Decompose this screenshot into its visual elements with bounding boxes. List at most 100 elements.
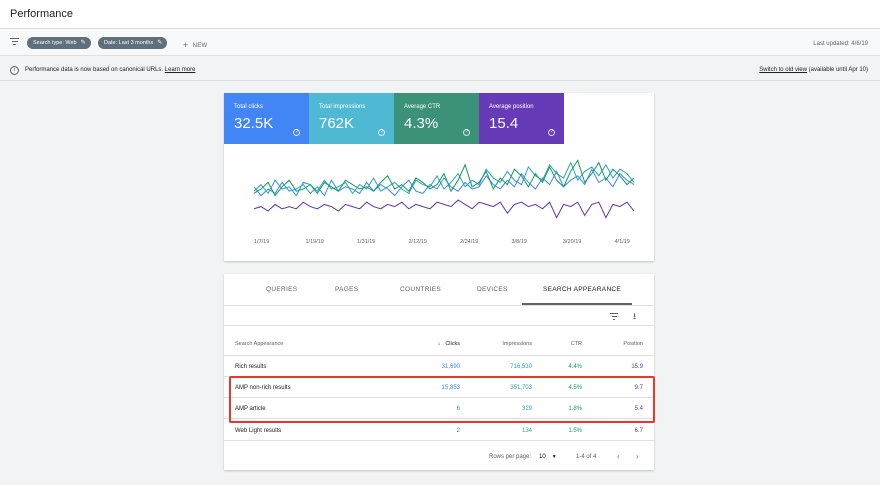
search-type-chip[interactable]: Search type: Web ✎ bbox=[27, 37, 91, 49]
rows-per-page-label: Rows per page: bbox=[489, 454, 532, 460]
help-icon[interactable]: ? bbox=[378, 129, 385, 136]
header-impressions[interactable]: Impressions bbox=[502, 341, 532, 347]
pencil-icon: ✎ bbox=[80, 40, 86, 46]
row-name: Rich results bbox=[235, 364, 267, 370]
tab-queries[interactable]: QUERIES bbox=[266, 286, 298, 293]
x-tick-label: 3/8/19 bbox=[512, 239, 527, 245]
performance-chart-card: Total clicks 32.5K ? Total impressions 7… bbox=[224, 93, 654, 261]
help-icon[interactable]: ? bbox=[548, 129, 555, 136]
row-impressions: 134 bbox=[521, 428, 532, 434]
series-line-1 bbox=[253, 161, 635, 197]
metric-label: Total clicks bbox=[234, 104, 264, 110]
pencil-icon: ✎ bbox=[157, 40, 163, 46]
performance-line-chart: 1/7/19 1/19/19 1/31/19 2/12/19 2/24/19 3/8/19… bbox=[253, 159, 635, 245]
row-impressions: 351,703 bbox=[510, 385, 532, 391]
tab-pages[interactable]: PAGES bbox=[335, 286, 359, 293]
x-tick-label: 2/12/19 bbox=[409, 239, 427, 245]
filter-bar: Search type: Web ✎ Date: Last 3 months ✎ +… bbox=[0, 29, 880, 56]
row-name: AMP article bbox=[235, 406, 266, 412]
header-clicks-label: Clicks bbox=[445, 341, 460, 347]
chevron-right-icon[interactable]: › bbox=[636, 452, 639, 461]
table-row[interactable]: Rich results 31,690 716,530 4.4% 15.9 bbox=[224, 356, 654, 377]
row-position: 6.7 bbox=[634, 428, 643, 434]
metric-value: 32.5K bbox=[234, 115, 274, 132]
metric-value: 4.3% bbox=[404, 115, 439, 132]
tab-devices[interactable]: DEVICES bbox=[477, 286, 508, 293]
x-tick-label: 1/7/19 bbox=[254, 239, 269, 245]
help-icon[interactable]: ? bbox=[293, 129, 300, 136]
rows-per-page-value: 10 bbox=[539, 454, 546, 460]
x-tick-label: 2/24/19 bbox=[460, 239, 478, 245]
info-icon: i bbox=[10, 66, 19, 75]
series-line-0 bbox=[253, 168, 635, 197]
x-tick-label: 4/1/19 bbox=[615, 239, 630, 245]
metric-total-impressions[interactable]: Total impressions 762K ? bbox=[309, 93, 394, 144]
search-type-chip-label: Search type: Web bbox=[33, 40, 77, 46]
row-ctr: 1.5% bbox=[568, 428, 582, 434]
table-row[interactable]: AMP non-rich results 15,853 351,703 4.5%… bbox=[224, 377, 654, 398]
metric-label: Total impressions bbox=[319, 104, 366, 110]
last-updated: Last updated: 4/6/19 bbox=[813, 41, 868, 47]
table-row[interactable]: Web Light results 2 134 1.5% 6.7 bbox=[224, 420, 654, 441]
row-name: Web Light results bbox=[235, 428, 282, 434]
dropdown-icon: ▼ bbox=[551, 454, 557, 460]
metric-value: 762K bbox=[319, 115, 355, 132]
header-position[interactable]: Position bbox=[623, 341, 643, 347]
top-bar: Performance bbox=[0, 0, 880, 29]
header-clicks[interactable]: ↓ Clicks bbox=[438, 341, 460, 347]
pagination: Rows per page: 10 ▼ 1-4 of 4 ‹ › bbox=[224, 447, 654, 470]
filter-icon[interactable] bbox=[610, 310, 618, 320]
search-appearance-card: QUERIES PAGES COUNTRIES DEVICES SEARCH A… bbox=[224, 274, 654, 470]
row-impressions: 329 bbox=[521, 406, 532, 412]
date-chip-label: Date: Last 3 months bbox=[104, 40, 154, 46]
row-position: 5.4 bbox=[634, 406, 643, 412]
arrow-down-icon: ↓ bbox=[437, 341, 441, 347]
switch-view: Switch to old view (available until Apr … bbox=[759, 67, 868, 73]
active-tab-indicator bbox=[522, 303, 632, 305]
row-name: AMP non-rich results bbox=[235, 385, 291, 391]
metric-total-clicks[interactable]: Total clicks 32.5K ? bbox=[224, 93, 309, 144]
row-ctr: 4.4% bbox=[568, 364, 582, 370]
x-tick-label: 1/31/19 bbox=[357, 239, 375, 245]
download-icon[interactable]: ⭳ bbox=[633, 311, 637, 321]
row-clicks: 2 bbox=[456, 428, 460, 434]
switch-view-link[interactable]: Switch to old view bbox=[759, 67, 807, 73]
row-clicks: 31,690 bbox=[441, 364, 460, 370]
tab-search-appearance[interactable]: SEARCH APPEARANCE bbox=[543, 286, 622, 293]
row-clicks: 15,853 bbox=[441, 385, 460, 391]
rows-per-page-select[interactable]: 10 ▼ bbox=[539, 454, 557, 460]
metric-average-position[interactable]: Average position 15.4 ? bbox=[479, 93, 564, 144]
highlight-box bbox=[229, 376, 655, 423]
filter-icon[interactable] bbox=[10, 38, 19, 46]
header-ctr[interactable]: CTR bbox=[570, 341, 582, 347]
info-message: Performance data is now based on canonic… bbox=[25, 67, 164, 73]
new-filter-button[interactable]: + NEW bbox=[183, 39, 208, 50]
info-text: Performance data is now based on canonic… bbox=[25, 67, 195, 73]
table-row[interactable]: AMP article 6 329 1.8% 5.4 bbox=[224, 398, 654, 419]
dimension-tabs: QUERIES PAGES COUNTRIES DEVICES SEARCH A… bbox=[224, 274, 654, 306]
series-line-2 bbox=[253, 159, 635, 197]
row-impressions: 716,530 bbox=[510, 364, 532, 370]
table-toolbar: ⭳ bbox=[224, 306, 654, 326]
help-icon[interactable]: ? bbox=[463, 129, 470, 136]
page-title: Performance bbox=[10, 8, 73, 20]
date-chip[interactable]: Date: Last 3 months ✎ bbox=[98, 37, 168, 49]
tab-countries[interactable]: COUNTRIES bbox=[400, 286, 441, 293]
series-line-3 bbox=[253, 199, 635, 219]
header-search-appearance[interactable]: Search Appearance bbox=[235, 341, 284, 347]
chevron-left-icon[interactable]: ‹ bbox=[617, 452, 620, 461]
x-tick-label: 1/19/19 bbox=[306, 239, 324, 245]
metric-label: Average position bbox=[489, 104, 534, 110]
metric-average-ctr[interactable]: Average CTR 4.3% ? bbox=[394, 93, 479, 144]
row-position: 9.7 bbox=[634, 385, 643, 391]
table-header: Search Appearance ↓ Clicks Impressions CT… bbox=[224, 326, 654, 356]
row-clicks: 6 bbox=[456, 406, 460, 412]
available-note: (available until Apr 10) bbox=[808, 67, 868, 73]
new-label: NEW bbox=[192, 43, 208, 49]
page-range: 1-4 of 4 bbox=[576, 454, 597, 460]
metric-value: 15.4 bbox=[489, 115, 519, 132]
x-tick-label: 3/20/19 bbox=[563, 239, 581, 245]
row-ctr: 4.5% bbox=[568, 385, 582, 391]
metric-label: Average CTR bbox=[404, 104, 441, 110]
learn-more-link[interactable]: Learn more bbox=[164, 67, 196, 73]
